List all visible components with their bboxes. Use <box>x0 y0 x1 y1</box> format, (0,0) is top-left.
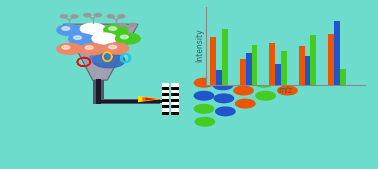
Polygon shape <box>64 24 138 80</box>
Bar <box>240 59 246 84</box>
Circle shape <box>104 25 129 35</box>
Polygon shape <box>143 97 159 101</box>
Circle shape <box>214 94 234 103</box>
Circle shape <box>60 15 67 18</box>
Circle shape <box>94 14 101 17</box>
Circle shape <box>116 33 140 44</box>
Circle shape <box>81 23 105 34</box>
Bar <box>211 37 216 84</box>
Bar <box>281 51 287 84</box>
Bar <box>275 64 281 84</box>
Bar <box>222 29 228 84</box>
Bar <box>299 46 305 84</box>
Bar <box>171 93 179 96</box>
Bar <box>161 105 169 108</box>
Circle shape <box>278 86 297 95</box>
Circle shape <box>119 23 126 26</box>
Polygon shape <box>169 99 171 115</box>
Circle shape <box>229 60 249 69</box>
Bar <box>305 56 310 84</box>
Bar <box>171 83 179 87</box>
Circle shape <box>57 25 82 35</box>
Circle shape <box>97 35 105 39</box>
Bar <box>328 34 334 84</box>
Bar <box>216 70 222 84</box>
Circle shape <box>109 45 116 49</box>
Bar <box>252 45 257 84</box>
Circle shape <box>212 68 231 77</box>
Bar <box>161 93 169 96</box>
Circle shape <box>213 81 233 90</box>
Bar <box>161 87 169 90</box>
Bar <box>161 108 169 112</box>
Circle shape <box>71 15 78 18</box>
Circle shape <box>62 27 70 30</box>
Circle shape <box>69 34 93 45</box>
X-axis label: m/z: m/z <box>278 86 293 95</box>
Bar <box>269 43 275 84</box>
Bar <box>171 105 179 108</box>
Bar <box>161 83 169 87</box>
Circle shape <box>92 33 117 44</box>
Circle shape <box>194 104 214 113</box>
Circle shape <box>57 43 82 54</box>
Bar <box>171 90 179 93</box>
Circle shape <box>235 99 255 108</box>
Circle shape <box>232 73 252 82</box>
Bar <box>171 112 179 115</box>
Circle shape <box>251 65 271 74</box>
Bar <box>96 100 166 103</box>
Circle shape <box>104 43 129 54</box>
Circle shape <box>194 91 214 100</box>
Circle shape <box>195 117 215 126</box>
Bar <box>246 53 252 84</box>
Bar <box>171 108 179 112</box>
Circle shape <box>62 46 70 49</box>
Bar <box>93 99 160 104</box>
Bar <box>334 21 340 84</box>
Circle shape <box>85 46 93 49</box>
Y-axis label: Intensity: Intensity <box>196 29 204 62</box>
Circle shape <box>93 53 125 68</box>
Bar <box>161 90 169 93</box>
Bar <box>340 69 345 84</box>
Circle shape <box>254 78 274 87</box>
Polygon shape <box>146 98 156 100</box>
Bar <box>96 79 101 104</box>
Circle shape <box>74 36 81 39</box>
Bar <box>93 80 104 104</box>
Circle shape <box>109 27 116 30</box>
Polygon shape <box>138 96 161 102</box>
Bar <box>171 87 179 90</box>
Circle shape <box>121 35 128 39</box>
Circle shape <box>234 86 253 95</box>
Bar <box>161 112 169 115</box>
Bar <box>171 99 179 102</box>
Circle shape <box>118 15 125 18</box>
Circle shape <box>107 15 114 18</box>
Bar <box>310 35 316 84</box>
Circle shape <box>194 78 214 87</box>
Bar <box>171 102 179 105</box>
Bar <box>161 96 169 99</box>
Circle shape <box>130 23 136 26</box>
Circle shape <box>85 26 93 29</box>
Bar <box>161 99 169 102</box>
Circle shape <box>216 107 235 116</box>
Circle shape <box>84 14 91 17</box>
Circle shape <box>90 52 113 62</box>
Circle shape <box>81 44 105 55</box>
Bar <box>171 96 179 99</box>
Polygon shape <box>169 83 171 99</box>
Circle shape <box>272 60 291 69</box>
Bar <box>161 102 169 105</box>
Circle shape <box>256 91 275 100</box>
